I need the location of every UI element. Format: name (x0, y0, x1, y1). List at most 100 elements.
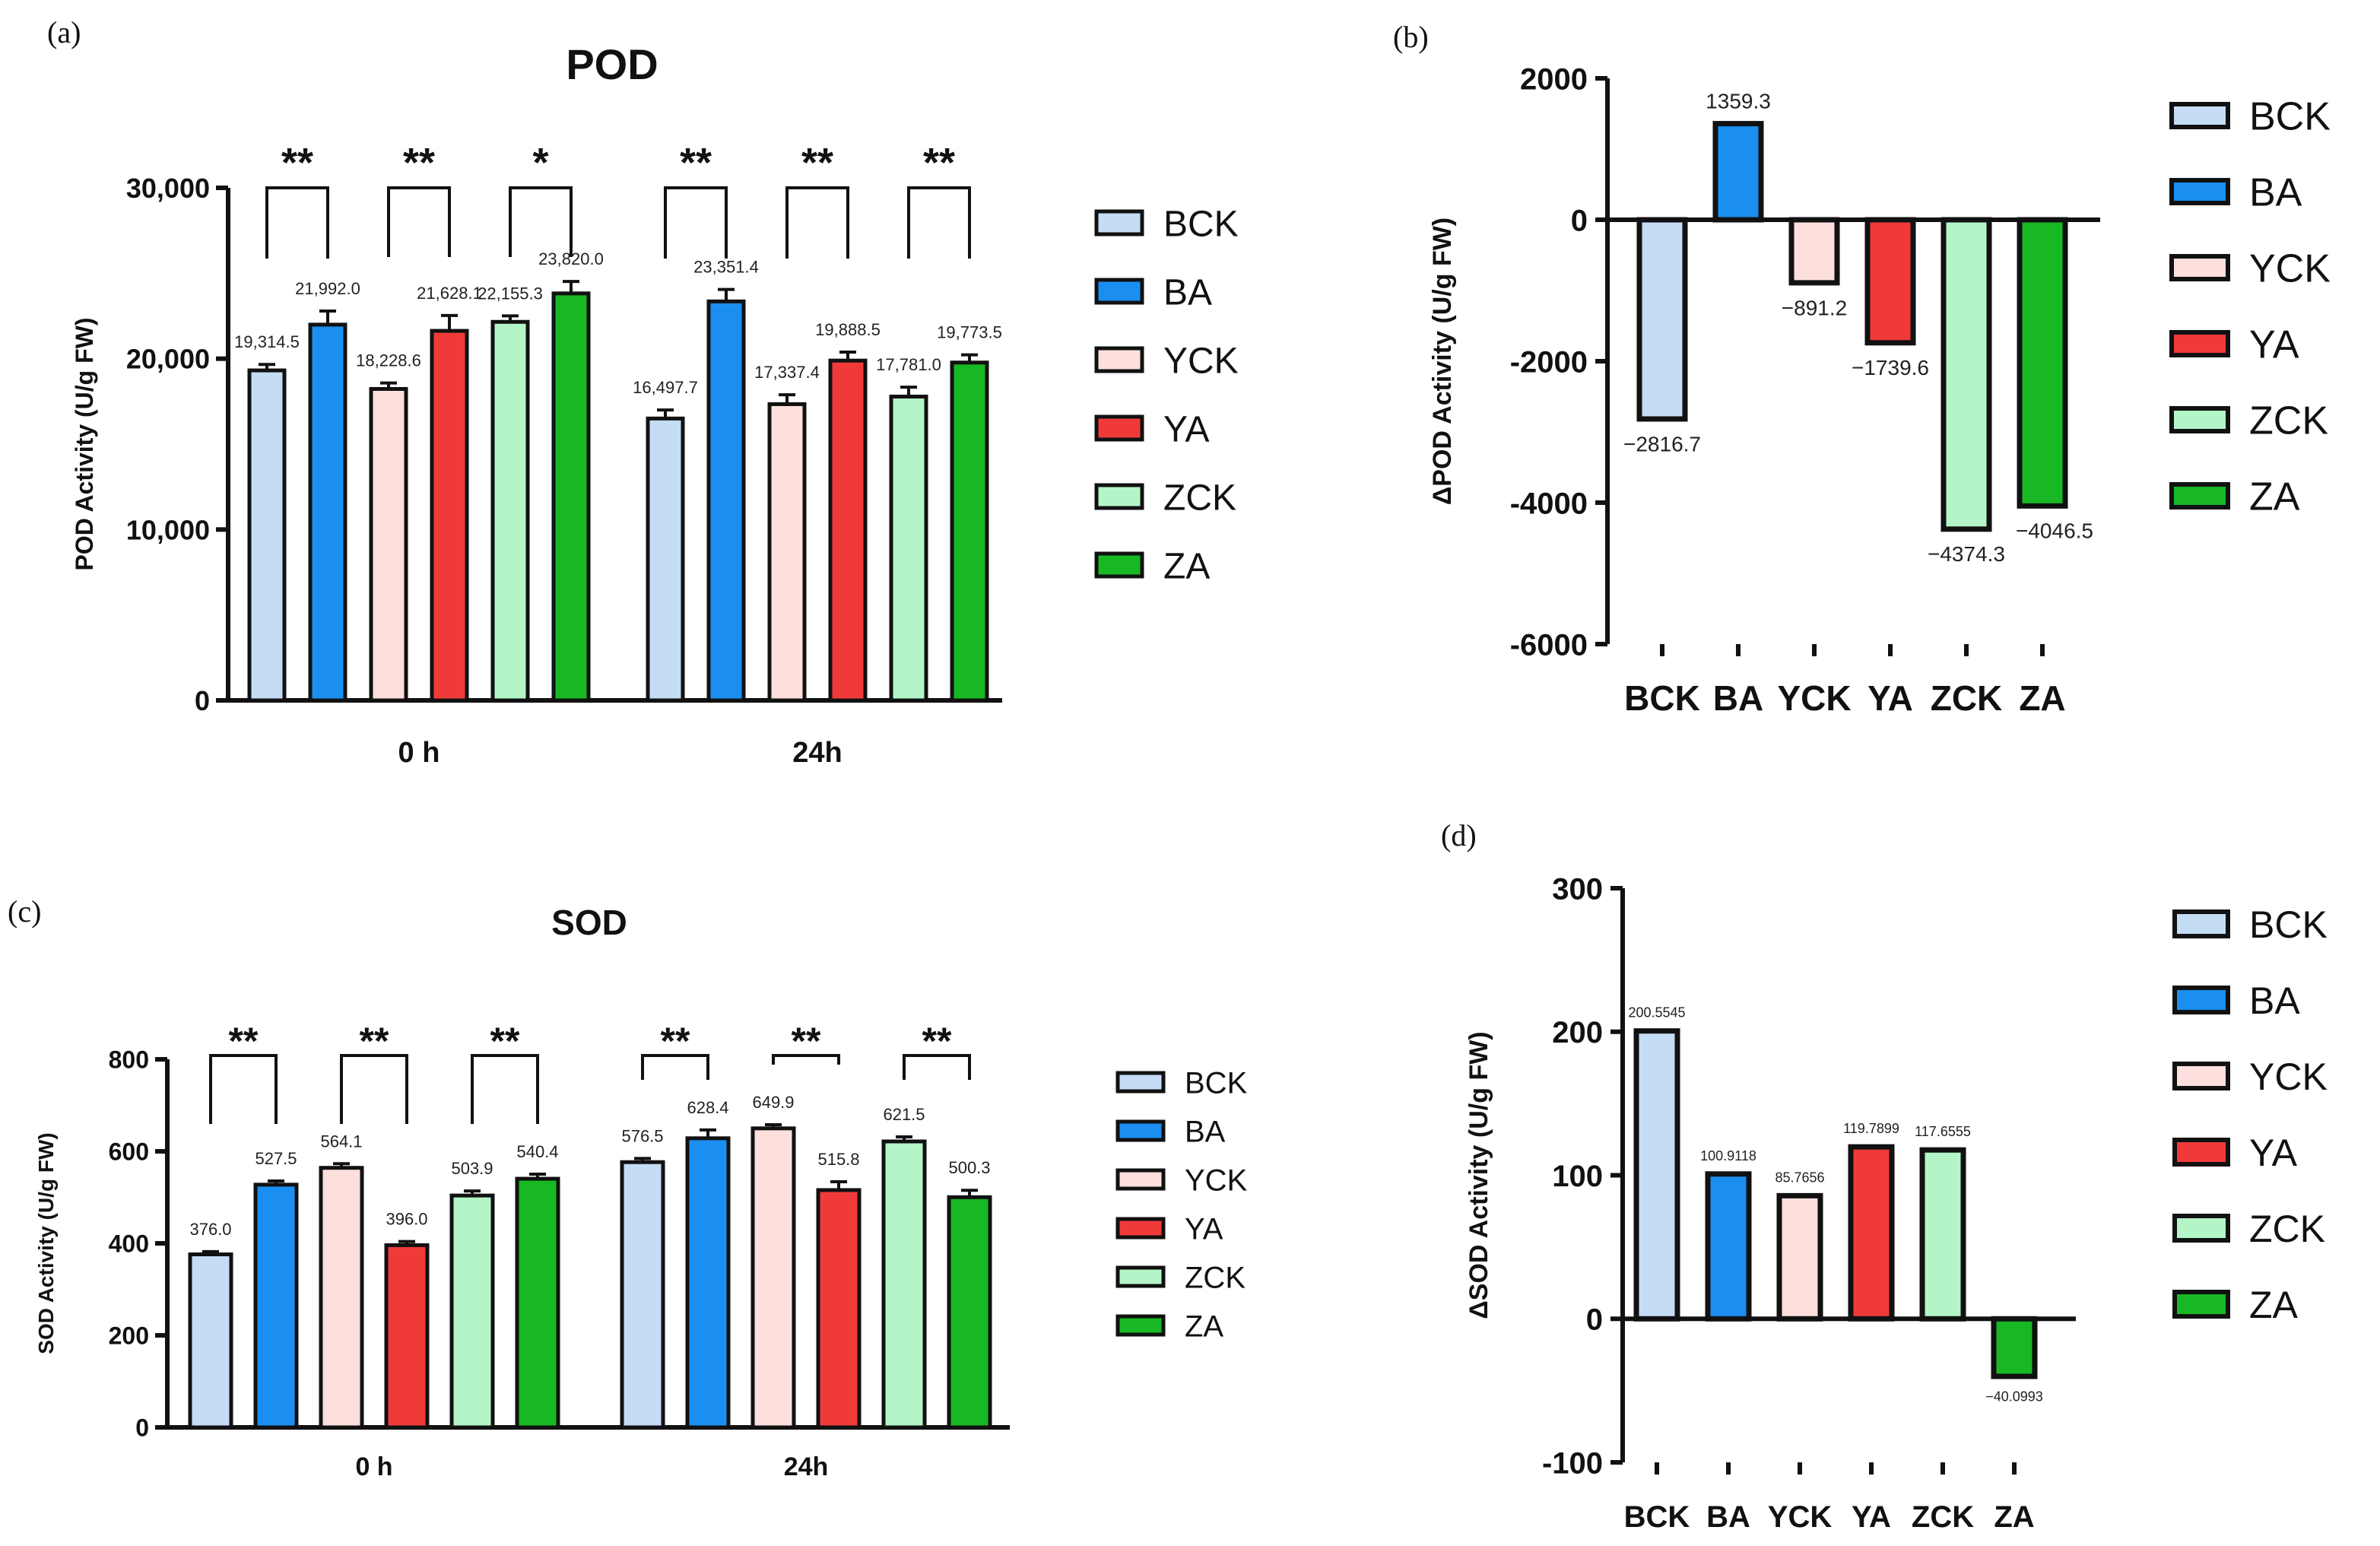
value-label: 396.0 (386, 1210, 427, 1229)
value-label: 19,888.5 (815, 320, 881, 339)
legend-label: YCK (1185, 1163, 1248, 1197)
significance-mark: ** (281, 140, 313, 186)
x-tick-label: BA (1713, 678, 1763, 718)
legend-swatch-yck (2169, 254, 2230, 281)
y-tick-label: 30,000 (126, 173, 210, 204)
y-tick-label: 20,000 (126, 344, 210, 375)
value-label: 200.5545 (1628, 1005, 1685, 1021)
bar-za (950, 360, 989, 703)
value-label: 500.3 (948, 1158, 990, 1177)
value-label: 621.5 (883, 1105, 925, 1124)
bar-yck (369, 386, 408, 703)
y-tick-label: 0 (1586, 1303, 1603, 1337)
bar-za (1991, 1316, 2038, 1379)
value-label: 119.7899 (1843, 1121, 1899, 1136)
legend-label: YA (1185, 1212, 1223, 1246)
legend-swatch-ba (1094, 278, 1144, 305)
value-label: −891.2 (1782, 296, 1847, 319)
value-label: −1739.6 (1852, 356, 1929, 379)
x-tick-label: ZCK (1912, 1500, 1974, 1534)
significance-bracket (641, 1054, 709, 1080)
value-label: −4374.3 (1928, 542, 2005, 566)
value-label: 576.5 (621, 1126, 663, 1145)
legend-swatch-ya (1115, 1217, 1166, 1240)
y-axis-label: ΔSOD Activity (U/g FW) (1464, 1031, 1493, 1319)
significance-mark: ** (490, 1020, 520, 1062)
legend-label: ZCK (2249, 1208, 2325, 1250)
bar-bck (620, 1160, 665, 1430)
significance-bracket (785, 186, 849, 259)
bar-zck (1919, 1147, 1966, 1322)
legend-label: ZA (2249, 475, 2300, 519)
legend-swatch-ba (2169, 178, 2230, 205)
legend-swatch-za (1115, 1314, 1166, 1337)
bar-bck (646, 416, 685, 703)
significance-mark: ** (229, 1020, 259, 1062)
significance-bracket (209, 1054, 278, 1124)
value-label: 649.9 (752, 1093, 794, 1112)
panel-tag-d: (d) (1441, 818, 1477, 852)
legend-label: YA (2249, 323, 2299, 367)
bar-zck (490, 319, 530, 703)
x-tick-label: ZA (1994, 1500, 2034, 1534)
y-tick-label: -4000 (1510, 487, 1588, 520)
legend-swatch-zck (2172, 1214, 2230, 1243)
y-tick-label: -2000 (1510, 345, 1588, 379)
bar-yck (750, 1126, 796, 1430)
value-label: 18,228.6 (356, 351, 421, 370)
legend-label: ZA (1185, 1309, 1223, 1343)
chart-b-delta-pod: ΔPOD Activity (U/g FW) -6000 -4000 -2000 0 20… (1428, 62, 2331, 718)
legend-swatch-yck (1115, 1168, 1166, 1191)
legend-label: ZA (1163, 546, 1210, 586)
chart-a-pod: POD POD Activity (U/g FW) 0 10,000 20,000 30,… (71, 40, 1239, 769)
significance-mark: ** (922, 1020, 952, 1062)
x-group-label: 24h (784, 1452, 829, 1481)
chart-title: SOD (551, 903, 627, 942)
bar-yck (767, 402, 807, 703)
significance-mark: ** (360, 1020, 389, 1062)
x-tick-label: BCK (1624, 1500, 1690, 1534)
legend-label: YA (2249, 1132, 2298, 1174)
x-tick-label: YCK (1777, 678, 1851, 718)
legend-swatch-bck (1115, 1071, 1166, 1094)
significance-bracket (265, 186, 329, 259)
x-tick-label: YA (1852, 1500, 1891, 1534)
value-label: −4046.5 (2016, 519, 2093, 543)
significance-bracket (509, 186, 573, 257)
legend-label: BA (1163, 272, 1212, 313)
x-tick-label: BA (1706, 1500, 1750, 1534)
value-label: 21,992.0 (295, 279, 360, 298)
x-tick-label: YCK (1768, 1500, 1833, 1534)
legend-label: YCK (2249, 247, 2331, 291)
significance-bracket (340, 1054, 408, 1124)
legend-label: ZCK (1185, 1261, 1246, 1294)
bar-ya (384, 1243, 430, 1430)
legend-swatch-ba (1115, 1119, 1166, 1142)
value-label: 16,497.7 (633, 378, 698, 397)
legend-swatch-bck (2172, 910, 2230, 938)
y-tick-label: 0 (1571, 204, 1588, 237)
bar-zck (881, 1139, 927, 1430)
y-tick-label: -6000 (1510, 628, 1588, 662)
y-axis-label: SOD Activity (U/g FW) (34, 1132, 58, 1354)
legend-swatch-yck (2172, 1062, 2230, 1090)
legend-swatch-zck (1094, 483, 1144, 510)
chart-d-delta-sod: ΔSOD Activity (U/g FW) -100 0 100 200 300 200.… (1464, 872, 2328, 1534)
value-label: 17,337.4 (754, 363, 820, 382)
significance-bracket (907, 186, 971, 259)
x-group-label: 0 h (355, 1452, 392, 1481)
value-label: −2816.7 (1623, 432, 1701, 456)
legend-swatch-ya (2172, 1138, 2230, 1167)
legend-label: BCK (2249, 95, 2331, 139)
bar-ya (1848, 1144, 1895, 1322)
y-tick-label: 300 (1552, 872, 1603, 906)
bar-yck (1776, 1192, 1823, 1322)
value-label: 22,155.3 (478, 284, 543, 303)
significance-mark: ** (661, 1020, 690, 1062)
chart-c-sod: SOD SOD Activity (U/g FW) 0 200 400 600 800 376… (34, 903, 1248, 1481)
x-tick-label: BCK (1624, 678, 1700, 718)
bar-yck (319, 1166, 364, 1430)
bar-ba (308, 322, 347, 703)
value-label: 100.9118 (1700, 1148, 1756, 1163)
bar-ya (828, 358, 868, 703)
